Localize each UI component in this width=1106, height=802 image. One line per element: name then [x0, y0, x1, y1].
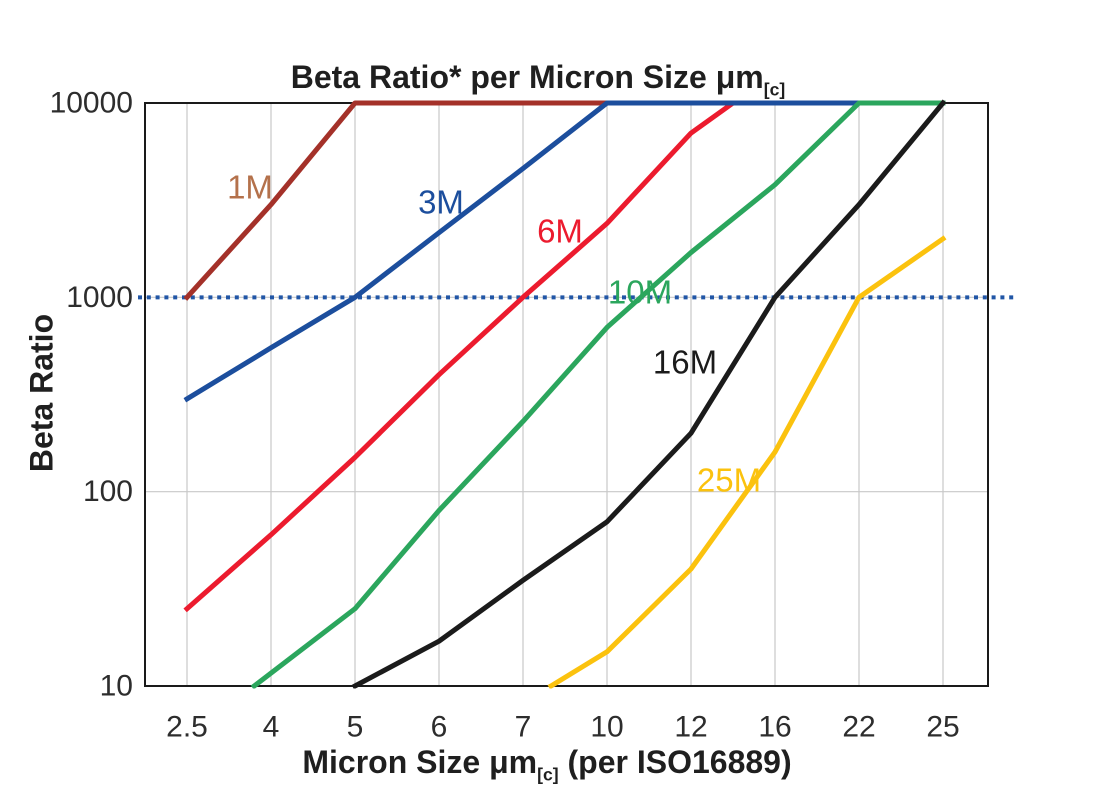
series-line-6M	[183, 100, 946, 613]
x-tick-label: 7	[515, 711, 532, 744]
y-tick-label: 1000	[66, 281, 133, 314]
x-axis-title-pre: Micron Size μm	[302, 744, 538, 780]
chart-title-subscript: [c]	[763, 79, 786, 100]
x-tick-label: 10	[590, 711, 623, 744]
x-tick-label: 12	[674, 711, 707, 744]
series-line-16M	[351, 99, 947, 689]
x-axis-title-subscript: [c]	[537, 764, 559, 785]
series-line-3M	[183, 100, 946, 403]
x-tick-label: 6	[431, 711, 448, 744]
y-tick-label: 10000	[50, 87, 133, 120]
x-axis-title-post: (per ISO16889)	[558, 744, 792, 780]
x-tick-label: 2.5	[166, 711, 208, 744]
series-label-6M: 6M	[537, 213, 583, 250]
series-line-10M	[250, 100, 946, 689]
x-tick-label: 4	[263, 711, 280, 744]
x-axis-title: Micron Size μm[c] (per ISO16889)	[0, 744, 1094, 785]
chart-title-text: Beta Ratio* per Micron Size μm	[290, 59, 764, 95]
chart-title: Beta Ratio* per Micron Size μm[c]	[0, 59, 1076, 100]
series-label-16M: 16M	[653, 344, 717, 381]
series-label-1M: 1M	[227, 169, 273, 206]
x-tick-label: 25	[926, 711, 959, 744]
y-tick-label: 100	[83, 475, 133, 508]
x-tick-label: 22	[842, 711, 875, 744]
y-axis-title-text: Beta Ratio	[23, 313, 60, 473]
y-tick-label: 10	[100, 670, 133, 703]
series-label-10M: 10M	[608, 274, 672, 311]
x-tick-label: 16	[758, 711, 791, 744]
series-label-3M: 3M	[418, 184, 464, 221]
x-tick-label: 5	[347, 711, 364, 744]
series-label-25M: 25M	[697, 462, 761, 499]
series-line-25M	[547, 235, 947, 689]
